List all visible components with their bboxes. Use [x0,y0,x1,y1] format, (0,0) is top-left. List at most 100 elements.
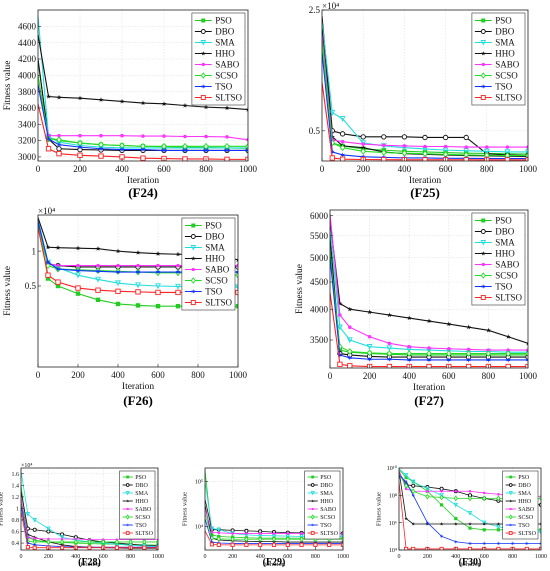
marker [440,503,444,507]
marker [466,357,471,363]
legend-item-sltso: SLTSO [505,531,537,537]
marker [425,520,430,525]
marker [45,93,52,99]
plot-frame [321,9,529,162]
marker [155,269,161,275]
marker [336,324,343,331]
chart-f28: 0 200 400 600 800 1000 0.4 0.6 0.8 1 1.2 1.4 1.6×10⁴… [0,463,164,568]
x-tick-label: 200 [356,164,370,174]
marker [454,489,458,493]
legend: PSO DBO SMA HHO SABO SCSO TSO SLTSO [119,470,156,540]
legend-item-hho: HHO [194,49,235,59]
marker [311,475,315,479]
marker [299,542,304,547]
y-tick-label: 0.5 [309,126,321,136]
marker [426,363,432,368]
marker [76,263,80,268]
marker [386,350,393,357]
marker [128,539,133,545]
marker [56,151,62,157]
y-tick-label: 1.6 [12,472,20,478]
y-tick-label: 5500 [310,231,329,241]
plot-area [38,16,248,161]
legend-item-sabo: SABO [474,260,520,270]
legend-box [471,12,526,106]
marker [272,532,276,535]
marker [486,357,491,363]
marker [340,534,343,540]
marker [339,156,346,161]
marker [468,489,472,493]
x-tick-label: 1000 [152,554,164,560]
marker [95,287,101,293]
y-tick-label: 4500 [310,277,329,287]
legend-item-sltso: SLTSO [184,298,232,308]
marker [453,495,458,502]
marker [439,494,444,501]
x-axis-label: Iteration [78,561,101,568]
marker [235,257,238,263]
x-tick-label: 800 [191,370,205,380]
marker [115,269,121,275]
marker [367,309,373,315]
y-axis-label: Fitness value [375,492,382,526]
marker [367,356,372,362]
marker [59,539,65,545]
legend-item-hho: HHO [184,254,225,264]
y-exponent-label: ×10⁴ [322,1,339,11]
marker [125,483,130,487]
marker [525,340,528,346]
legend-item-sltso: SLTSO [474,93,522,103]
marker [182,102,188,108]
marker [191,223,196,228]
y-tick-label: 1.4 [12,483,20,489]
marker [386,312,392,318]
marker [161,147,167,154]
legend-label: TSO [320,523,332,529]
x-tick-label: 0 [320,164,325,174]
marker [116,263,120,268]
marker [32,527,37,532]
legend-item-dbo: DBO [505,483,532,489]
marker [504,149,511,156]
marker [95,276,101,283]
y-tick-label: 3000 [18,152,37,162]
marker [481,284,486,289]
legend-item-tso: TSO [474,82,513,92]
marker [45,272,51,278]
marker [310,531,315,535]
legend-label: SMA [205,243,225,253]
series-line-hho [330,219,528,344]
y-tick-label: 10⁴ [195,525,203,531]
legend-item-scso: SCSO [307,514,336,521]
y-tick-label: 0.6 [12,530,20,536]
marker [245,147,248,154]
marker [75,267,81,274]
marker [407,344,411,349]
legend-label: SABO [215,60,240,70]
x-tick-label: 600 [151,370,165,380]
marker [230,536,235,543]
x-tick-label: 1000 [239,164,258,174]
chart-f26: 0 200 400 600 800 1000 0.5 1 ×10⁴ Iteration Fitnes… [3,206,247,408]
marker [55,266,61,272]
legend-label: SMA [320,491,334,497]
legend-box [502,470,539,540]
marker [135,250,141,255]
legend-label: SMA [215,38,235,48]
marker [156,263,160,268]
marker [361,142,365,146]
plot-frame [37,9,249,162]
y-tick-label: 0.5 [25,281,37,291]
x-tick-label: 400 [402,371,416,381]
marker [203,104,209,110]
x-tick-label: 200 [423,554,432,560]
marker [45,259,51,265]
marker [468,541,472,546]
marker [366,349,373,357]
marker [135,282,141,289]
x-tick-label: 1000 [337,554,349,560]
legend-item-hho: HHO [474,249,515,259]
y-tick-label: 6000 [310,211,329,221]
legend-label: SCSO [495,271,518,281]
